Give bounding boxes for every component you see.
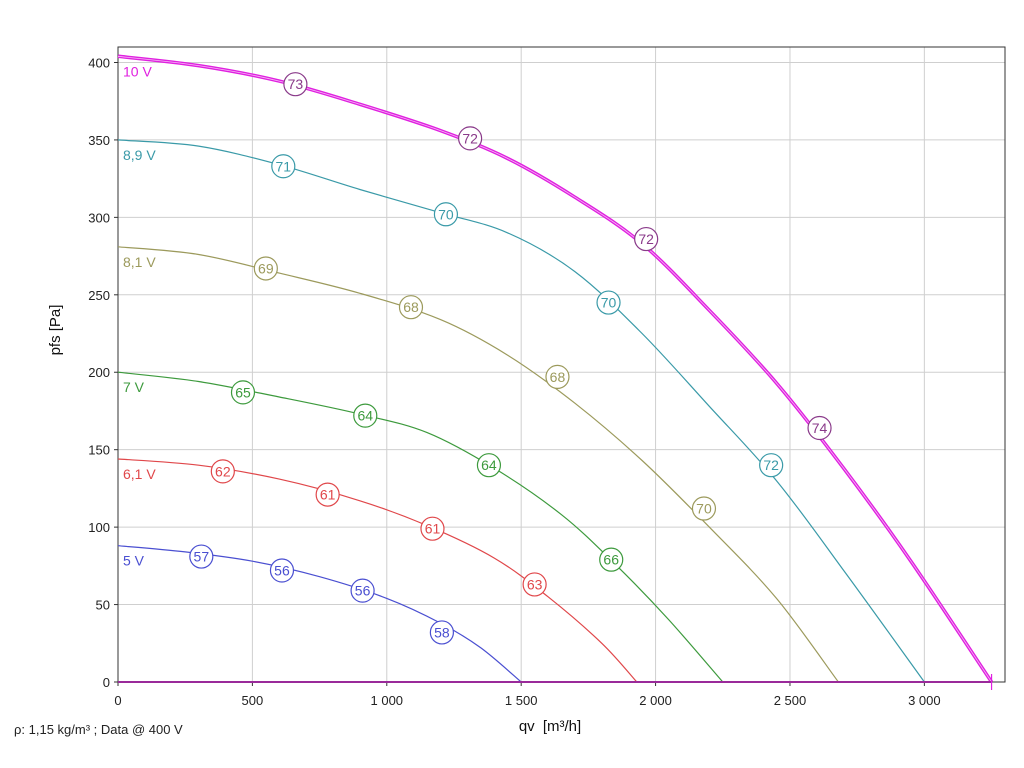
- marker-label: 74: [812, 420, 828, 436]
- marker-circle: [691, 496, 717, 521]
- marker-label: 68: [403, 299, 419, 315]
- marker-label: 57: [194, 549, 210, 565]
- y-tick-label: 350: [88, 133, 110, 148]
- series-label-5-v: 5 V: [123, 553, 145, 569]
- marker-circle: [420, 516, 445, 541]
- y-tick-label: 250: [88, 288, 110, 303]
- density-footnote: ρ: 1,15 kg/m³ ; Data @ 400 V: [14, 722, 183, 737]
- marker-circle: [230, 380, 256, 405]
- marker-label: 73: [288, 76, 304, 92]
- y-tick-label: 150: [88, 443, 110, 458]
- marker-circle: [596, 290, 621, 315]
- curve-5-v: [117, 545, 522, 683]
- marker-label: 71: [276, 158, 292, 174]
- marker-circle: [269, 558, 295, 583]
- marker-label: 61: [320, 487, 336, 503]
- y-tick-label: 300: [88, 210, 110, 225]
- y-tick-label: 100: [88, 520, 110, 535]
- x-tick-labels: 0 500 1 000 1 500 2 000 2 500 3 000: [114, 693, 940, 708]
- marker-circle: [433, 202, 459, 227]
- marker-label: 63: [527, 576, 543, 592]
- y-tick-label: 0: [103, 675, 110, 690]
- marker-label: 61: [425, 521, 441, 537]
- marker-label: 64: [481, 457, 497, 473]
- marker-circle: [353, 403, 378, 428]
- curve-markers: 57 56 56 58 62 61 61 63 65 64 64 66 69 68 68 70 71 70 70 72…: [189, 72, 832, 645]
- marker-circle: [634, 226, 659, 252]
- marker-circle: [210, 459, 235, 484]
- marker-label: 56: [274, 562, 290, 578]
- marker-circle: [458, 126, 483, 151]
- marker-label: 72: [763, 457, 779, 473]
- series-labels: 5 V 6,1 V 7 V 8,1 V 8,9 V 10 V: [123, 63, 156, 568]
- series-label-6-1-v: 6,1 V: [123, 466, 156, 482]
- marker-circle: [429, 620, 454, 645]
- marker-label: 70: [438, 206, 454, 222]
- marker-circle: [476, 453, 502, 478]
- marker-circle: [315, 482, 340, 507]
- marker-circle: [545, 364, 570, 389]
- plot-frame: [117, 46, 1006, 683]
- marker-circle: [253, 256, 278, 281]
- y-tick-label: 200: [88, 365, 110, 380]
- y-tick-label: 50: [96, 598, 110, 613]
- x-axis-label-name: qv: [519, 718, 535, 735]
- series-label-8-1-v: 8,1 V: [123, 254, 156, 270]
- y-axis-label: pfs [Pa]: [47, 305, 64, 356]
- x-tick-label: 1 500: [505, 693, 538, 708]
- marker-label: 62: [215, 463, 231, 479]
- x-tick-label: 0: [114, 693, 121, 708]
- y-tick-label: 400: [88, 55, 110, 70]
- y-tick-labels: 0 50 100 150 200 250 300 350 400: [88, 55, 110, 690]
- marker-label: 70: [696, 501, 712, 517]
- marker-label: 68: [550, 369, 566, 385]
- marker-label: 58: [434, 624, 450, 640]
- marker-label: 65: [235, 384, 251, 400]
- marker-circle: [599, 547, 624, 572]
- marker-label: 56: [355, 583, 371, 599]
- series-label-10-v: 10 V: [123, 63, 152, 79]
- x-tick-label: 500: [242, 693, 264, 708]
- x-tick-label: 3 000: [908, 693, 941, 708]
- marker-label: 66: [603, 552, 619, 568]
- marker-circle: [283, 72, 308, 97]
- marker-label: 72: [462, 130, 478, 146]
- marker-circle: [522, 572, 547, 597]
- curve-6-1-v: [117, 458, 638, 683]
- marker-circle: [807, 415, 832, 441]
- marker-circle: [189, 544, 214, 569]
- series-label-7-v: 7 V: [123, 379, 145, 395]
- marker-circle: [271, 154, 296, 179]
- marker-label: 69: [258, 260, 274, 276]
- marker-label: 72: [638, 231, 654, 247]
- marker-circle: [759, 453, 784, 478]
- curve-highlight-10-v: [117, 55, 992, 683]
- marker-circle: [398, 295, 424, 320]
- x-axis-label-unit: [m³/h]: [543, 718, 581, 735]
- x-tick-label: 2 000: [639, 693, 672, 708]
- series-label-8-9-v: 8,9 V: [123, 147, 156, 163]
- marker-circle: [350, 578, 375, 603]
- x-axis-label: qv [m³/h]: [519, 718, 581, 735]
- marker-label: 64: [357, 408, 373, 424]
- marker-label: 70: [601, 295, 617, 311]
- x-tick-label: 2 500: [774, 693, 807, 708]
- x-tick-label: 1 000: [371, 693, 404, 708]
